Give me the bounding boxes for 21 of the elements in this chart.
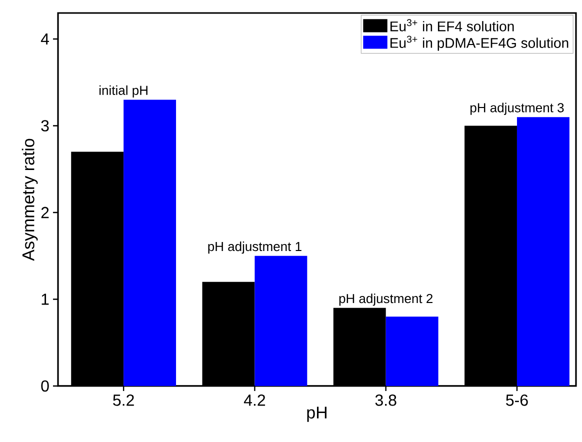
annotation: pH adjustment 1 [208, 242, 302, 254]
y-tick-label: 0 [41, 380, 49, 392]
legend-label: Eu$^{3+}$ in EF4 solution [390, 19, 514, 32]
annotation: pH adjustment 3 [470, 102, 564, 115]
bar [124, 100, 176, 386]
bar [254, 256, 308, 386]
x-tick-label: 3.8 [375, 394, 396, 406]
annotation: pH adjustment 2 [339, 294, 432, 306]
x-tick-label: 5-6 [506, 394, 528, 406]
x-axis-title: pH [307, 406, 326, 422]
annotation: initial pH [100, 85, 148, 98]
legend-label: Eu$^{3+}$ in pDMA-EF4G solution [390, 36, 568, 51]
bar [516, 117, 570, 386]
y-tick-label: 2 [41, 206, 49, 218]
y-axis-title: Asymmetry ratio [22, 138, 38, 261]
y-tick-label: 4 [40, 34, 49, 45]
x-tick-label: 4.2 [244, 394, 266, 406]
y-tick-label: 1 [42, 294, 49, 305]
y-tick-label: 3 [41, 120, 49, 132]
bar [386, 316, 438, 386]
x-tick-label: 5.2 [113, 394, 134, 406]
